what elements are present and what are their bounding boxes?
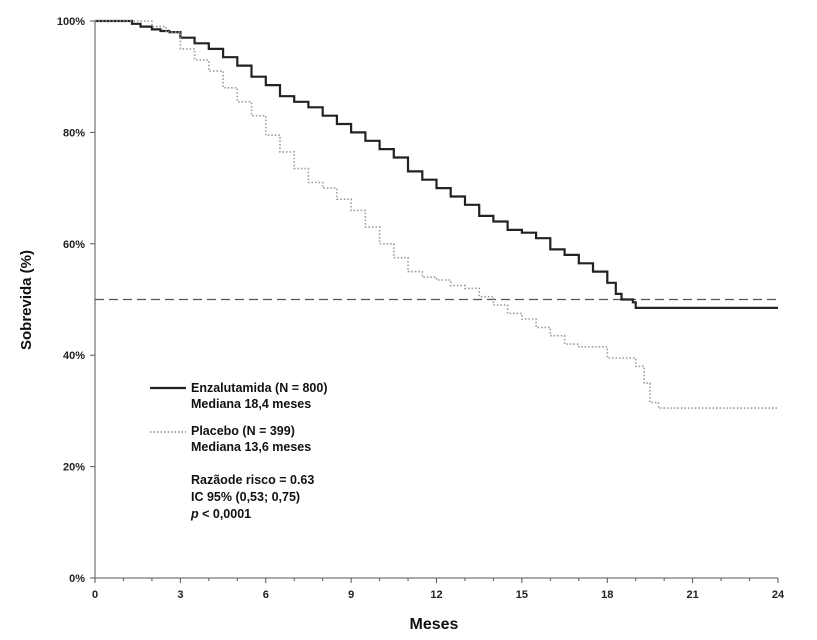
y-tick-label: 0% [69,573,85,585]
legend-label-placebo: Placebo (N = 399) [191,424,295,438]
x-tick-label: 0 [92,589,98,601]
x-tick-label: 3 [177,589,183,601]
p-value-symbol: p [190,507,199,521]
y-axis-title: Sobrevida (%) [18,250,35,350]
x-tick-label: 21 [687,589,699,601]
legend-median-placebo: Mediana 13,6 meses [191,440,311,454]
y-tick-label: 60% [63,239,85,251]
x-axis-title: Meses [410,616,459,633]
y-tick-label: 100% [57,16,85,28]
p-value-rest: < 0,0001 [199,507,252,521]
x-tick-label: 18 [601,589,613,601]
legend-median-enzalutamida: Mediana 18,4 meses [191,397,311,411]
p-value-text: p < 0,0001 [190,507,251,521]
y-tick-label: 20% [63,462,85,474]
confidence-interval-text: IC 95% (0,53; 0,75) [191,490,300,504]
x-tick-label: 12 [430,589,442,601]
legend-label-enzalutamida: Enzalutamida (N = 800) [191,381,328,395]
series-layer [95,19,778,409]
x-tick-label: 9 [348,589,354,601]
series-line-placebo [95,20,778,409]
hazard-ratio-text: Razãode risco = 0.63 [191,473,314,487]
x-tick-label: 24 [772,589,785,601]
tick-layer: 0 3 6 9 12 15 18 21 24 0% 20% 40% 60% 80% 100% [57,16,785,601]
stats-annotation: Razãode risco = 0.63 IC 95% (0,53; 0,75)… [190,473,314,521]
x-tick-label: 6 [263,589,269,601]
series-line-enzalutamida [95,19,778,309]
x-tick-label: 15 [516,589,528,601]
y-tick-label: 80% [63,127,85,139]
y-tick-label: 40% [63,350,85,362]
legend: Enzalutamida (N = 800) Mediana 18,4 mese… [150,381,328,454]
